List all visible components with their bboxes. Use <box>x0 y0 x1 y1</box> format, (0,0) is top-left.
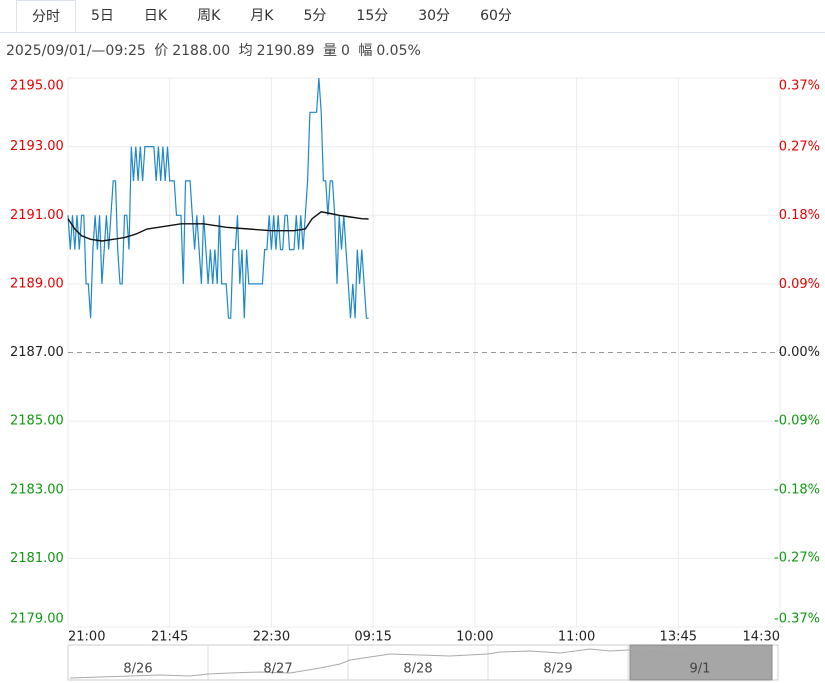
navigator-date: 8/26 <box>123 662 152 677</box>
navigator-date: 8/27 <box>263 662 292 677</box>
average-line <box>67 211 369 242</box>
price-line <box>67 77 369 319</box>
tab[interactable]: 日K <box>143 8 168 24</box>
navigator-sparkline <box>69 647 691 679</box>
tab[interactable]: 15分 <box>356 8 389 24</box>
avg-label: 均 <box>238 43 253 59</box>
y-tick-label: 2195.00 <box>10 79 64 94</box>
datetime: 2025/09/01/—09:25 <box>6 43 146 59</box>
y-tick-label: 2179.00 <box>10 612 64 627</box>
x-tick-label: 21:00 <box>68 630 105 645</box>
y2-tick-label: 0.18% <box>779 208 820 223</box>
y2-tick-label: 0.37% <box>779 79 820 94</box>
vol-label: 量 <box>322 43 337 59</box>
range-label: 幅 <box>358 43 373 59</box>
tab[interactable]: 周K <box>197 8 221 24</box>
x-tick-label: 14:30 <box>743 630 780 645</box>
navigator-date: 9/1 <box>690 662 711 677</box>
y-tick-label: 2185.00 <box>10 414 64 429</box>
y2-tick-label: -0.09% <box>774 413 820 428</box>
y-tick-label: 2189.00 <box>10 276 64 291</box>
price-label: 价 <box>154 43 169 59</box>
x-tick-label: 10:00 <box>456 630 493 645</box>
navigator-selection[interactable] <box>629 644 773 681</box>
y-tick-label: 2193.00 <box>10 139 64 154</box>
x-tick-label: 13:45 <box>660 630 697 645</box>
y2-tick-label: 0.00% <box>779 345 820 360</box>
avg: 2190.89 <box>256 43 315 59</box>
x-tick-label: 11:00 <box>558 630 595 645</box>
y2-tick-label: 0.27% <box>779 140 820 155</box>
tab-bar: 分时 5日 日K 周K 月K 5分 15分 30分 60分 <box>0 0 825 33</box>
y2-tick-label: -0.27% <box>774 551 820 566</box>
tab[interactable]: 分时 <box>16 0 76 32</box>
y2-tick-label: -0.18% <box>774 482 820 497</box>
x-tick-label: 22:30 <box>253 630 290 645</box>
range: 0.05% <box>376 43 421 59</box>
navigator-date: 8/28 <box>403 662 432 677</box>
y2-tick-label: 0.09% <box>779 277 820 292</box>
y-tick-label: 2191.00 <box>10 208 64 223</box>
tab[interactable]: 5日 <box>91 8 114 24</box>
navigator-date: 8/29 <box>543 662 572 677</box>
tab[interactable]: 月K <box>250 8 274 24</box>
y-tick-label: 2183.00 <box>10 482 64 497</box>
price: 2188.00 <box>172 43 231 59</box>
tab[interactable]: 60分 <box>480 8 512 24</box>
x-tick-label: 09:15 <box>354 630 391 645</box>
tab[interactable]: 5分 <box>303 8 327 24</box>
x-tick-label: 21:45 <box>151 630 188 645</box>
y2-tick-label: -0.37% <box>774 612 820 627</box>
y-tick-label: 2181.00 <box>10 551 64 566</box>
tab[interactable]: 30分 <box>418 8 451 24</box>
vol: 0 <box>340 43 350 59</box>
y-tick-label: 2187.00 <box>10 345 64 360</box>
